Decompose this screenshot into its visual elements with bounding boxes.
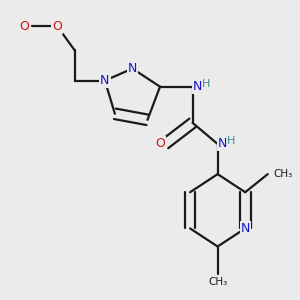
Text: O: O: [20, 20, 29, 33]
Text: H: H: [201, 79, 210, 89]
Text: N: N: [128, 62, 137, 75]
Text: N: N: [218, 137, 227, 151]
Text: CH₃: CH₃: [208, 277, 227, 286]
Text: O: O: [155, 137, 165, 151]
Text: N: N: [241, 222, 250, 235]
Text: N: N: [193, 80, 202, 93]
Text: N: N: [100, 74, 110, 87]
Text: CH₃: CH₃: [274, 169, 293, 179]
Text: H: H: [226, 136, 235, 146]
Text: O: O: [52, 20, 62, 33]
